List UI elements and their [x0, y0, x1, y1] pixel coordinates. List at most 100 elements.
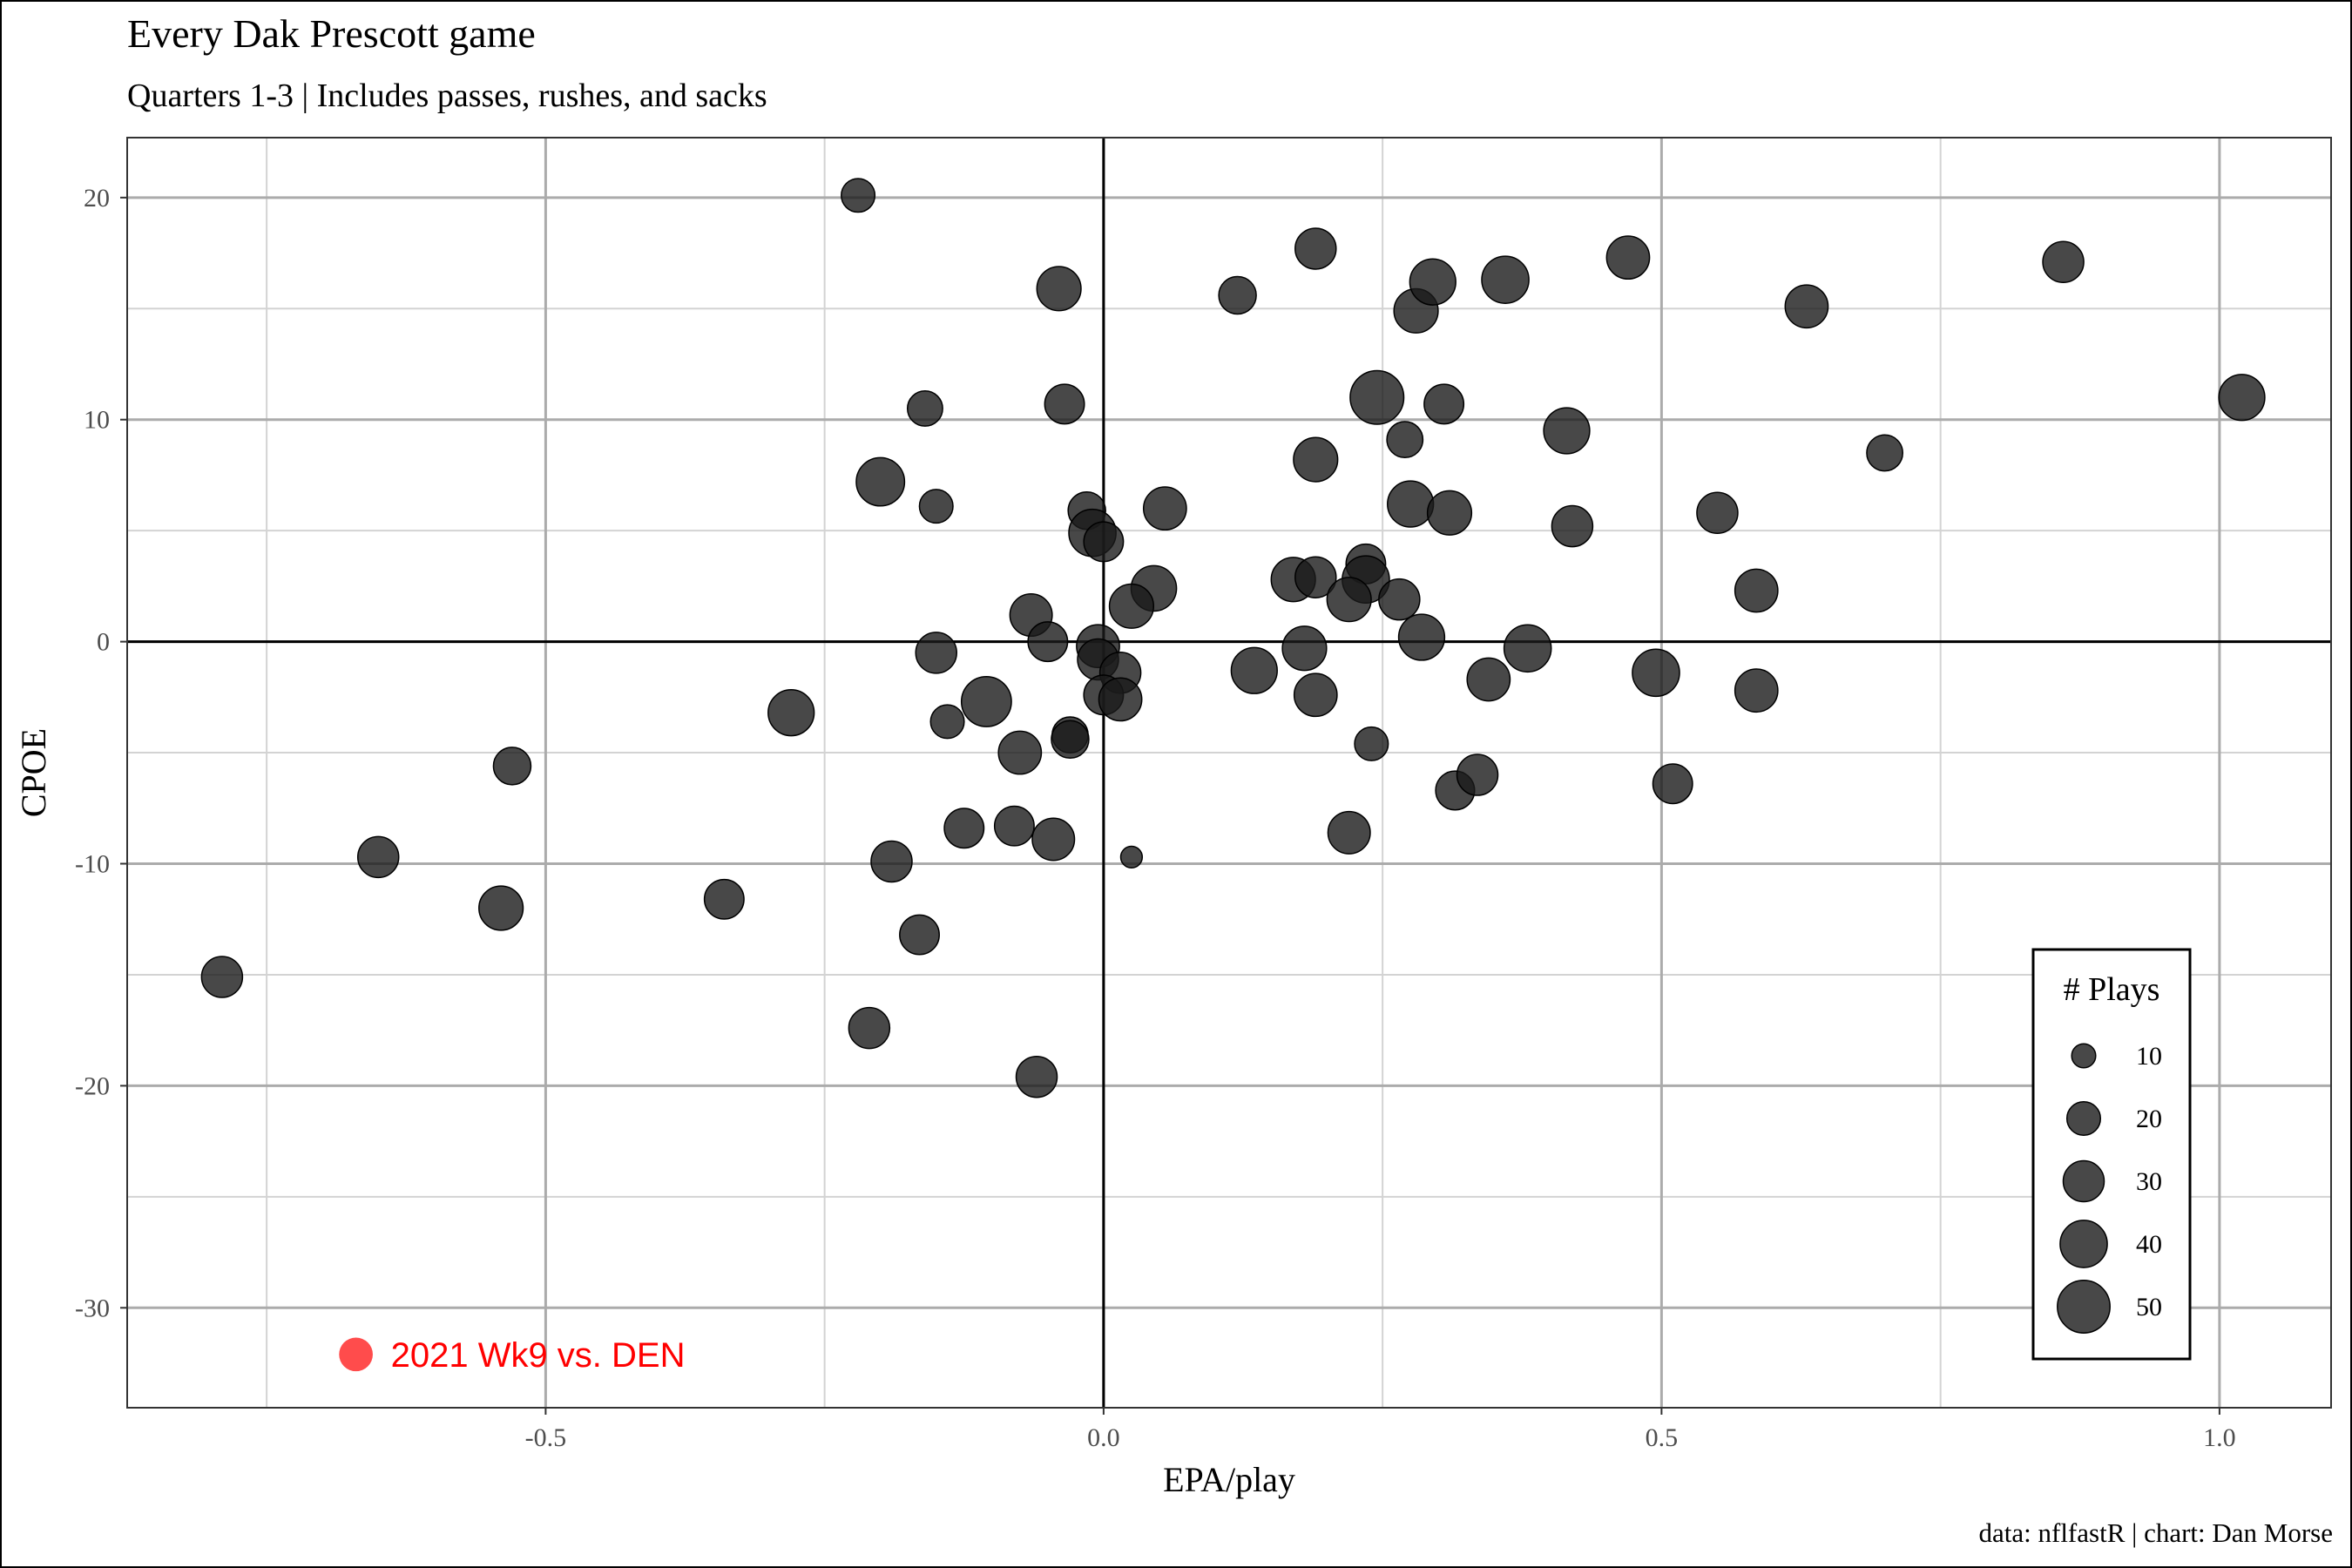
data-point [929, 704, 965, 740]
data-point [1605, 235, 1651, 280]
data-point [1696, 491, 1739, 535]
data-point [1784, 284, 1829, 329]
data-point [1083, 521, 1125, 563]
data-point [918, 489, 954, 524]
data-point [1466, 657, 1511, 702]
legend-key-circle [2062, 1159, 2105, 1203]
data-point [1456, 754, 1499, 796]
data-point [1293, 436, 1339, 483]
data-point [1293, 672, 1338, 718]
plot-panel: 2021 Wk9 vs. DEN [126, 137, 2332, 1409]
data-point [1409, 258, 1456, 306]
data-point [848, 1006, 891, 1050]
data-point [855, 456, 906, 507]
data-point [1294, 227, 1337, 270]
y-tick-label: 20 [84, 184, 110, 213]
data-point [1036, 266, 1082, 312]
data-point [915, 632, 957, 674]
data-points [200, 178, 2266, 1098]
legend-box [2031, 948, 2192, 1361]
data-point [1218, 275, 1257, 315]
data-point [1387, 480, 1435, 528]
size-legend: # Plays 10 20 30 40 50 [2031, 948, 2192, 1361]
data-point [1327, 810, 1371, 855]
data-point [870, 840, 913, 883]
data-point [1015, 1055, 1058, 1098]
data-point [1652, 763, 1693, 805]
data-point [906, 390, 943, 427]
data-point [1349, 369, 1405, 425]
x-axis-title: EPA/play [1163, 1460, 1295, 1499]
legend-key-label: 40 [2136, 1230, 2162, 1259]
data-point [1326, 577, 1372, 623]
data-point [1426, 490, 1473, 536]
legend-key-circle [2059, 1220, 2108, 1268]
data-point [899, 914, 940, 956]
x-tick-label: 0.5 [1646, 1423, 1679, 1452]
highlight-point [339, 1337, 373, 1372]
legend-key-circle [2065, 1100, 2102, 1137]
x-tick-label: 1.0 [2203, 1423, 2236, 1452]
data-point [2218, 374, 2266, 422]
data-point [1734, 568, 1779, 613]
legend-keys: 10 20 30 40 50 [2057, 1042, 2162, 1334]
chart-caption: data: nflfastR | chart: Dan Morse [1979, 1517, 2334, 1548]
data-point [1386, 421, 1424, 459]
y-axis-title: CPOE [14, 728, 53, 817]
data-point [1119, 845, 1144, 868]
data-point [200, 956, 244, 998]
legend-key-circle [2057, 1280, 2111, 1334]
panel-background [127, 138, 2331, 1408]
data-point [1108, 583, 1155, 629]
data-point [1281, 625, 1328, 672]
data-point [997, 730, 1043, 775]
data-point [960, 676, 1012, 727]
data-point [1423, 383, 1465, 425]
data-point [1294, 556, 1337, 598]
y-tick-label: -20 [75, 1071, 110, 1100]
y-tick-label: -30 [75, 1294, 110, 1322]
data-point [356, 835, 400, 879]
data-point [1027, 621, 1069, 663]
reference-lines [127, 138, 2331, 1408]
panel-border [126, 137, 2332, 1409]
data-point [943, 808, 985, 849]
data-point [1397, 613, 1446, 661]
x-tick-label: -0.5 [525, 1423, 567, 1452]
data-point [1866, 434, 1903, 472]
legend-key-label: 20 [2136, 1105, 2162, 1133]
data-point [1481, 255, 1530, 304]
legend-key-label: 50 [2136, 1293, 2162, 1321]
x-tick-label: 0.0 [1087, 1423, 1120, 1452]
data-point [1031, 817, 1076, 862]
data-point [1503, 624, 1552, 673]
legend-title: # Plays [2064, 971, 2160, 1008]
data-point [1632, 648, 1680, 698]
data-point [841, 178, 876, 213]
chart-title: Every Dak Prescott game [127, 11, 536, 56]
legend-key-label: 10 [2136, 1042, 2162, 1071]
legend-key-label: 30 [2136, 1167, 2162, 1196]
chart-subtitle: Quarters 1-3 | Includes passes, rushes, … [127, 78, 767, 114]
y-tick-label: 10 [84, 406, 110, 435]
data-point [1142, 486, 1187, 531]
data-point [703, 878, 745, 920]
x-axis-ticks: -0.5 0.0 0.5 1.0 [525, 1408, 2236, 1452]
data-point [1378, 578, 1421, 621]
y-tick-label: 0 [97, 628, 110, 657]
data-point [1098, 677, 1143, 722]
data-point [993, 805, 1035, 847]
data-point [1354, 726, 1389, 761]
legend-key-circle [2071, 1043, 2097, 1069]
y-tick-label: -10 [75, 850, 110, 879]
data-point [1044, 383, 1085, 425]
data-point [478, 885, 524, 931]
data-point [767, 689, 815, 737]
highlight-annotation: 2021 Wk9 vs. DEN [339, 1336, 685, 1375]
y-axis-ticks: 20 10 0 -10 -20 -30 [75, 184, 127, 1322]
data-point [1051, 720, 1090, 760]
data-point [1551, 504, 1594, 548]
data-point [1230, 646, 1278, 694]
highlight-label: 2021 Wk9 vs. DEN [391, 1336, 686, 1375]
